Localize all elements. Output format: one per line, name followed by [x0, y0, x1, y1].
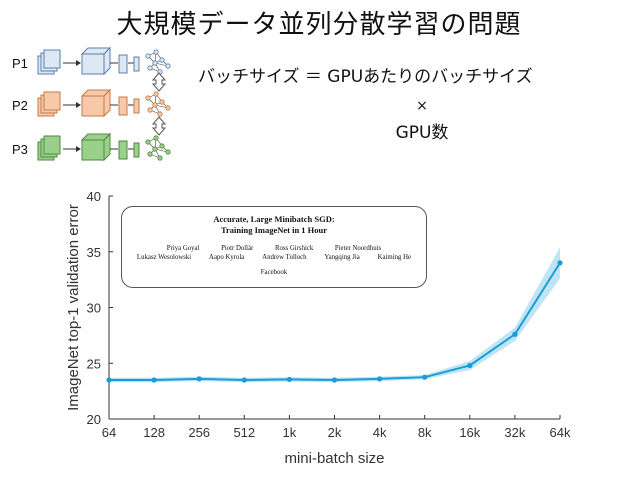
x-tick-label: 64k — [550, 425, 571, 440]
layer-block — [81, 95, 105, 117]
paper-title: Accurate, Large Minibatch SGD: — [213, 214, 335, 224]
network-node — [157, 155, 163, 161]
thin-layer — [118, 96, 128, 116]
thin-layer — [118, 54, 128, 74]
flow-arrowhead — [76, 146, 81, 152]
network-node — [165, 105, 171, 111]
x-tick-label: 128 — [143, 425, 165, 440]
y-tick-label: 20 — [87, 412, 101, 427]
x-tick-label: 512 — [233, 425, 255, 440]
sync-arrow — [151, 72, 167, 92]
network-node — [159, 57, 165, 63]
process-row: P1 — [12, 46, 171, 76]
network-node — [165, 149, 171, 155]
network-node — [147, 151, 153, 157]
author-name: Lukasz Wesolowski — [136, 254, 192, 261]
data-point — [286, 376, 292, 383]
x-tick-label: 4k — [373, 425, 387, 440]
process-row: P2 — [12, 88, 171, 118]
equation-times-sign: × — [416, 98, 428, 114]
data-point — [467, 362, 473, 369]
thin-layer — [133, 98, 140, 114]
data-point — [241, 377, 247, 383]
author-name: Kaiming He — [377, 254, 412, 261]
flow-arrowhead — [76, 60, 81, 66]
author-row-2: Lukasz Wesolowski Aapo Kyrola Andrew Tul… — [122, 253, 426, 262]
network-node — [159, 143, 165, 149]
author-name: Aapo Kyrola — [209, 254, 245, 261]
x-tick-label: 1k — [283, 425, 297, 440]
network-node — [165, 63, 171, 69]
network-node — [152, 146, 158, 152]
author-name: Priya Goyal — [166, 245, 200, 252]
data-point — [512, 331, 518, 337]
network-node — [157, 111, 163, 117]
x-tick-label: 64 — [102, 425, 116, 440]
y-axis-label: ImageNet top-1 validation error — [65, 204, 82, 411]
data-point — [106, 377, 112, 383]
y-tick-label: 30 — [87, 301, 101, 316]
equation-batch-size: バッチサイズ ＝ GPUあたりのバッチサイズ — [198, 67, 533, 87]
x-tick-label: 256 — [188, 425, 210, 440]
author-name: Ross Girshick — [274, 245, 314, 252]
paper-affiliation: Facebook — [260, 269, 288, 276]
network-node — [145, 53, 151, 59]
input-frame — [43, 49, 61, 69]
data-point — [151, 377, 157, 383]
network-node — [153, 135, 159, 141]
data-point — [377, 376, 383, 382]
network-node — [152, 60, 158, 66]
y-tick-label: 25 — [87, 356, 101, 371]
process-row: P3 — [12, 132, 171, 162]
author-row-1: Priya Goyal Piotr Dollár Ross Girshick P… — [122, 244, 426, 253]
process-label: P2 — [12, 98, 28, 113]
x-tick-label: 32k — [504, 425, 525, 440]
thin-layer — [133, 56, 140, 72]
slide-title: 大規模データ並列分散学習の問題 — [116, 10, 522, 40]
process-label: P1 — [12, 56, 28, 71]
author-name: Yangqing Jia — [324, 254, 360, 261]
input-frame — [43, 135, 61, 155]
x-axis-label: mini-batch size — [284, 450, 384, 467]
equation-gpu-count: GPU数 — [395, 123, 449, 143]
data-point — [422, 374, 428, 380]
network-node — [145, 95, 151, 101]
author-name: Pieter Noordhuis — [334, 245, 382, 252]
network-node — [147, 107, 153, 113]
data-point — [196, 376, 202, 382]
data-point — [331, 377, 338, 383]
x-tick-label: 2k — [328, 425, 342, 440]
y-tick-label: 35 — [87, 245, 101, 260]
y-tick-label: 40 — [87, 189, 101, 204]
data-parallel-pipeline-diagram: P1 P2 P3 — [12, 46, 171, 162]
author-name: Andrew Tulloch — [262, 254, 307, 261]
network-node — [147, 65, 153, 71]
paper-subtitle: Training ImageNet in 1 Hour — [220, 225, 328, 235]
x-tick-label: 8k — [418, 425, 432, 440]
network-node — [159, 99, 165, 105]
layer-block — [81, 139, 105, 161]
paper-reference-box: Accurate, Large Minibatch SGD: Training … — [121, 206, 427, 288]
layer-block — [81, 53, 105, 75]
thin-layer — [133, 142, 140, 158]
process-label: P3 — [12, 142, 28, 157]
x-tick-label: 16k — [459, 425, 480, 440]
input-frame — [43, 91, 61, 111]
flow-arrowhead — [76, 102, 81, 108]
network-node — [153, 49, 159, 55]
network-node — [145, 139, 151, 145]
author-name: Piotr Dollár — [221, 245, 254, 252]
sync-arrow — [151, 116, 167, 136]
network-node — [153, 91, 159, 97]
thin-layer — [118, 140, 128, 160]
network-node — [152, 102, 158, 108]
data-point — [557, 260, 563, 266]
